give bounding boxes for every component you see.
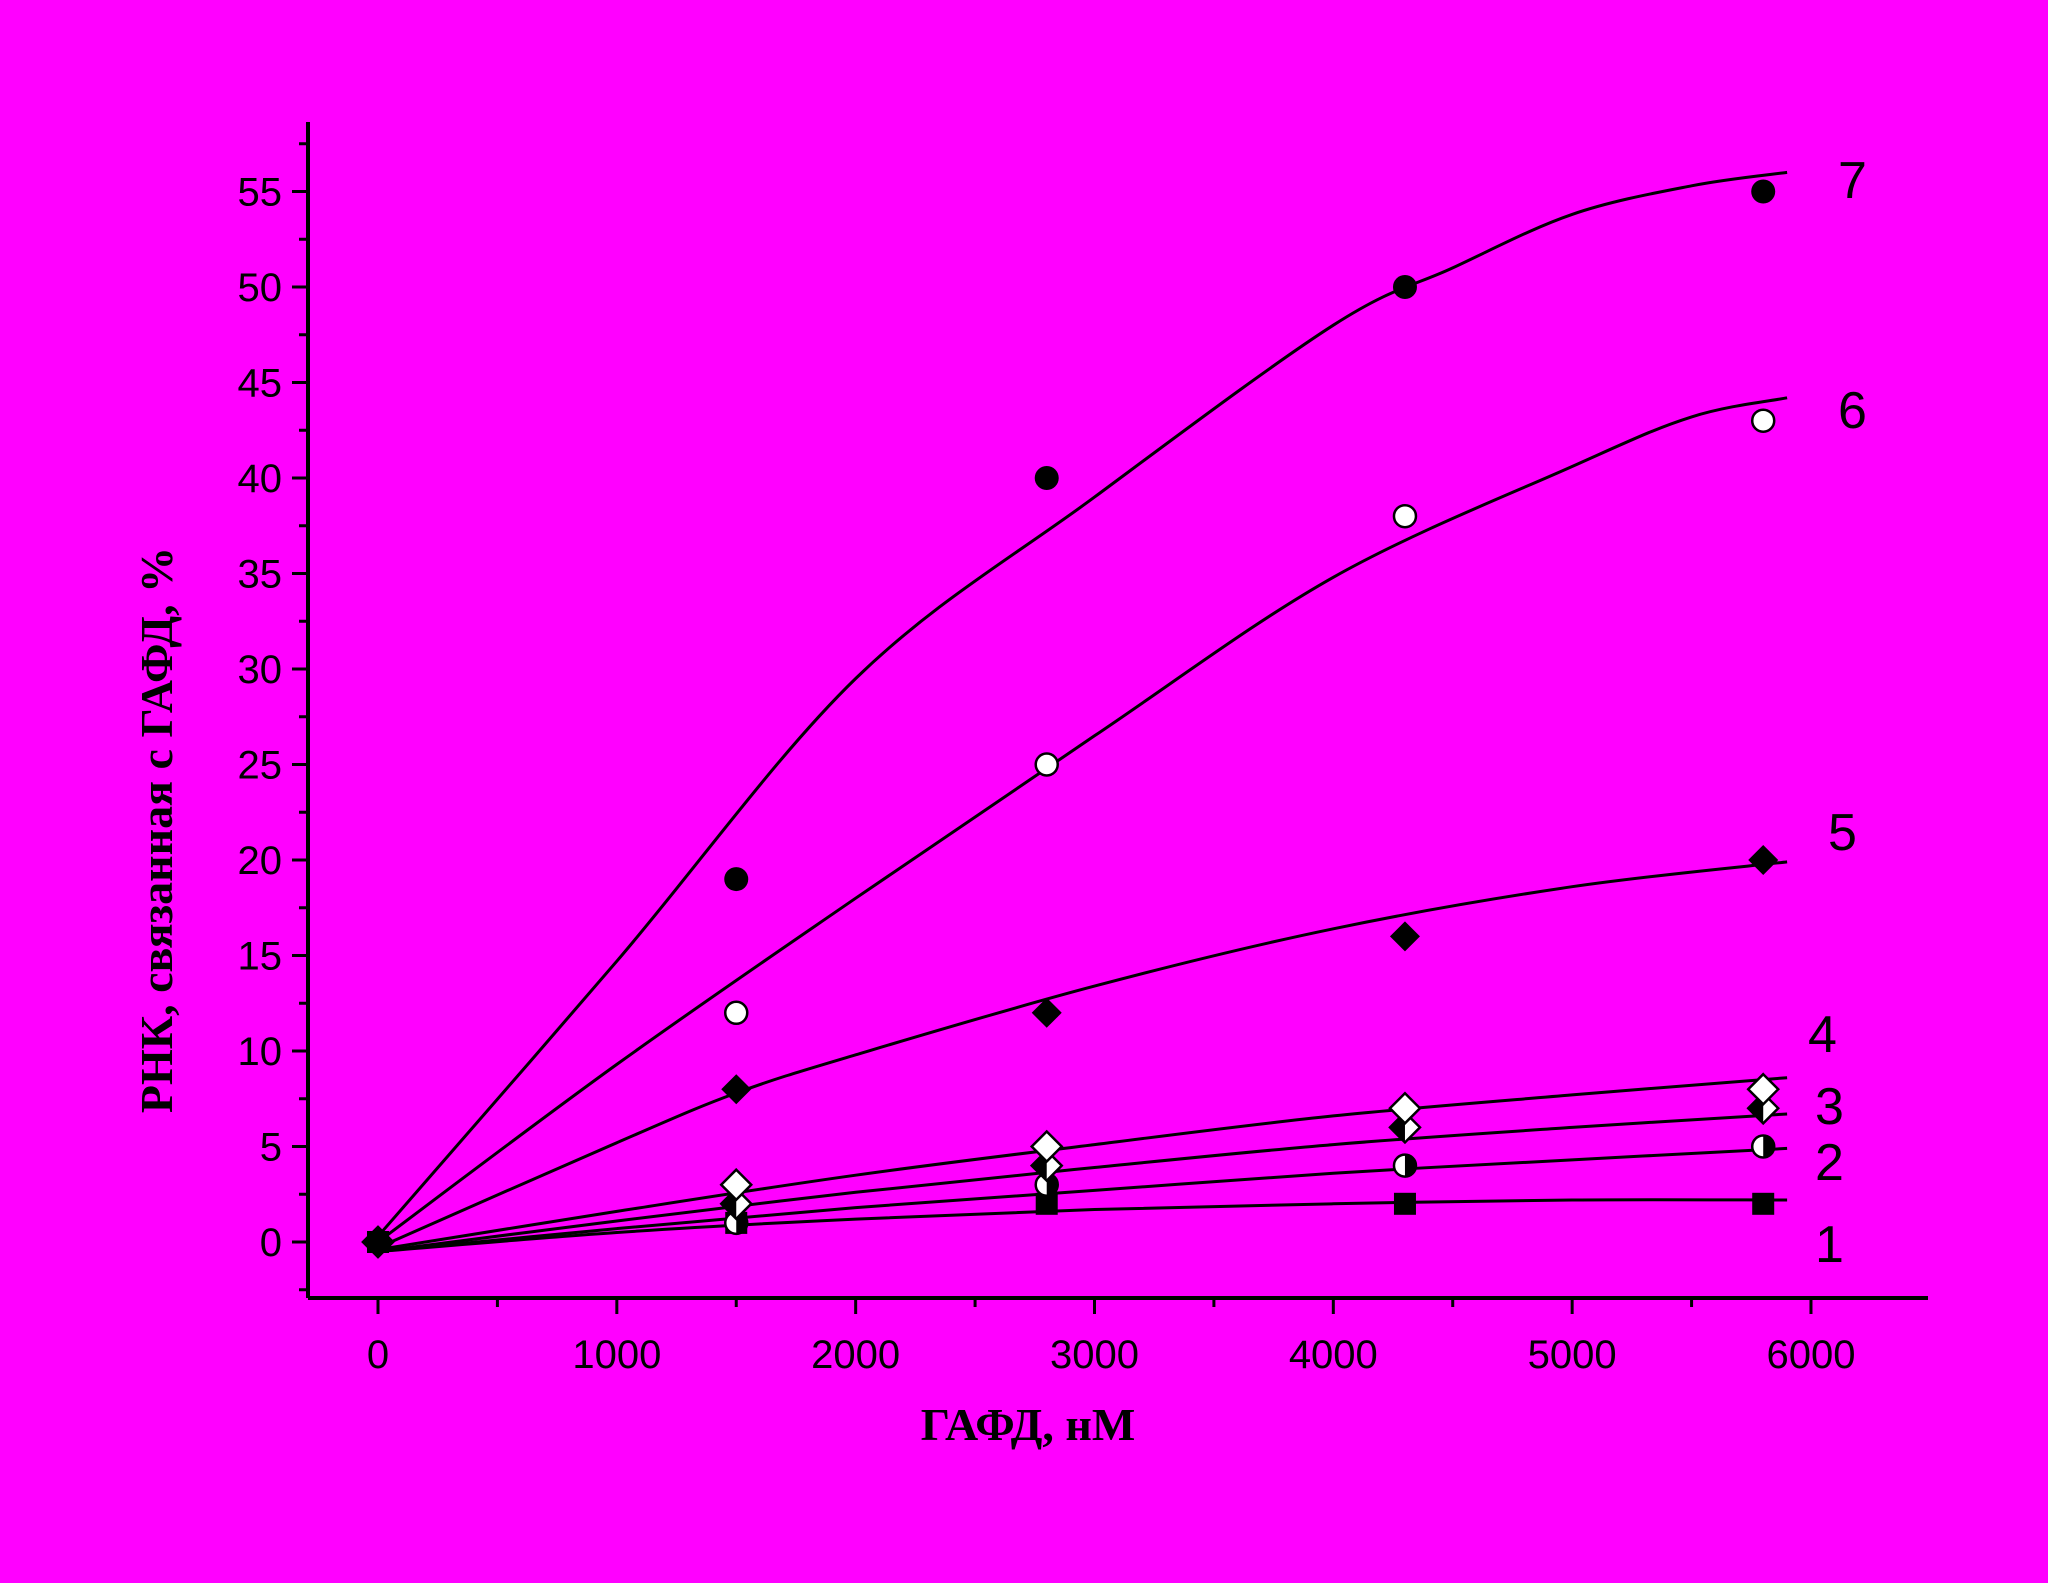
diamond-marker xyxy=(1746,1072,1780,1106)
diamond-marker xyxy=(1029,1129,1064,1164)
curve-label-6: 6 xyxy=(1838,382,1867,440)
data-point-series-1 xyxy=(1035,1192,1058,1215)
curve-label-3: 3 xyxy=(1815,1078,1844,1136)
x-tick-label: 2000 xyxy=(811,1333,900,1377)
diamond-marker xyxy=(719,1167,754,1202)
y-tick-label: 5 xyxy=(260,1126,282,1170)
y-tick-label: 20 xyxy=(238,839,283,883)
data-point-series-4 xyxy=(1029,1129,1064,1164)
data-point-series-5 xyxy=(721,1074,752,1105)
fit-curve-3 xyxy=(377,1112,1788,1253)
curve-label-4: 4 xyxy=(1808,1006,1837,1064)
data-points xyxy=(361,179,1780,1259)
circle-marker xyxy=(1034,752,1059,777)
fit-curve-2 xyxy=(377,1146,1788,1253)
fit-curve-5 xyxy=(377,860,1788,1250)
circle-marker xyxy=(1392,503,1418,529)
data-point-series-1 xyxy=(1393,1192,1416,1215)
y-axis-title: РНК, связанная с ГАФД, % xyxy=(131,547,182,1113)
square-marker xyxy=(1752,1192,1775,1215)
circle-marker xyxy=(1392,275,1417,299)
fit-curve-6 xyxy=(377,396,1788,1244)
circle-marker xyxy=(366,1230,390,1254)
diamond-marker xyxy=(1389,921,1420,952)
y-tick-label: 40 xyxy=(238,457,283,501)
fit-curves xyxy=(376,170,1788,1253)
fit-curve-7 xyxy=(376,170,1788,1238)
curve-label-5: 5 xyxy=(1828,804,1857,862)
y-tick-label: 45 xyxy=(238,362,283,406)
data-point-series-5 xyxy=(1748,845,1779,875)
data-point-series-1 xyxy=(1752,1192,1775,1215)
y-tick-label: 0 xyxy=(260,1221,282,1265)
y-tick-label: 35 xyxy=(238,553,283,597)
data-point-series-2 xyxy=(1392,1153,1418,1178)
circle-marker xyxy=(1750,408,1776,433)
data-point-series-7 xyxy=(724,867,749,892)
diamond-marker xyxy=(1388,1091,1422,1126)
square-marker xyxy=(1393,1192,1416,1215)
diamond-marker xyxy=(721,1074,752,1105)
y-tick-label: 30 xyxy=(238,648,283,692)
data-point-series-4 xyxy=(1388,1091,1422,1126)
diamond-marker xyxy=(1748,845,1779,875)
x-tick-label: 6000 xyxy=(1766,1333,1855,1377)
circle-half-fill xyxy=(1404,1154,1416,1177)
square-marker xyxy=(1035,1192,1058,1215)
data-point-series-7 xyxy=(1034,466,1059,490)
x-tick-label: 5000 xyxy=(1528,1333,1617,1377)
curve-label-2: 2 xyxy=(1815,1134,1844,1192)
x-tick-label: 0 xyxy=(367,1333,389,1377)
circle-marker xyxy=(724,867,749,892)
curve-label-7: 7 xyxy=(1838,152,1867,210)
x-tick-label: 3000 xyxy=(1050,1333,1139,1377)
data-point-series-6 xyxy=(1034,752,1059,777)
data-point-series-5 xyxy=(1031,997,1062,1028)
y-tick-label: 25 xyxy=(238,744,283,788)
data-point-series-4 xyxy=(719,1167,754,1202)
data-point-series-6 xyxy=(723,1000,749,1026)
data-point-series-2 xyxy=(1750,1134,1776,1159)
y-tick-label: 55 xyxy=(238,171,283,215)
diamond-marker xyxy=(1031,997,1062,1028)
curve-label-1: 1 xyxy=(1815,1216,1844,1274)
x-tick-label: 4000 xyxy=(1289,1333,1378,1377)
fit-curve-1 xyxy=(377,1198,1788,1253)
data-point-series-7 xyxy=(1751,179,1776,204)
circle-marker xyxy=(723,1000,749,1026)
data-point-series-7 xyxy=(366,1230,390,1254)
y-tick-label: 10 xyxy=(238,1030,283,1074)
data-point-series-6 xyxy=(1750,408,1776,433)
y-tick-label: 15 xyxy=(238,935,283,979)
x-axis-title: ГАФД, нМ xyxy=(921,1399,1136,1450)
data-point-series-4 xyxy=(1746,1072,1780,1106)
fit-curve-4 xyxy=(377,1076,1788,1252)
data-point-series-5 xyxy=(1389,921,1420,952)
data-point-series-6 xyxy=(1392,503,1418,529)
data-point-series-7 xyxy=(1392,275,1417,299)
y-tick-label: 50 xyxy=(238,266,283,310)
circle-marker xyxy=(1034,466,1059,490)
circle-marker xyxy=(1751,179,1776,204)
x-tick-label: 1000 xyxy=(572,1333,661,1377)
circle-half-fill xyxy=(1763,1135,1775,1158)
